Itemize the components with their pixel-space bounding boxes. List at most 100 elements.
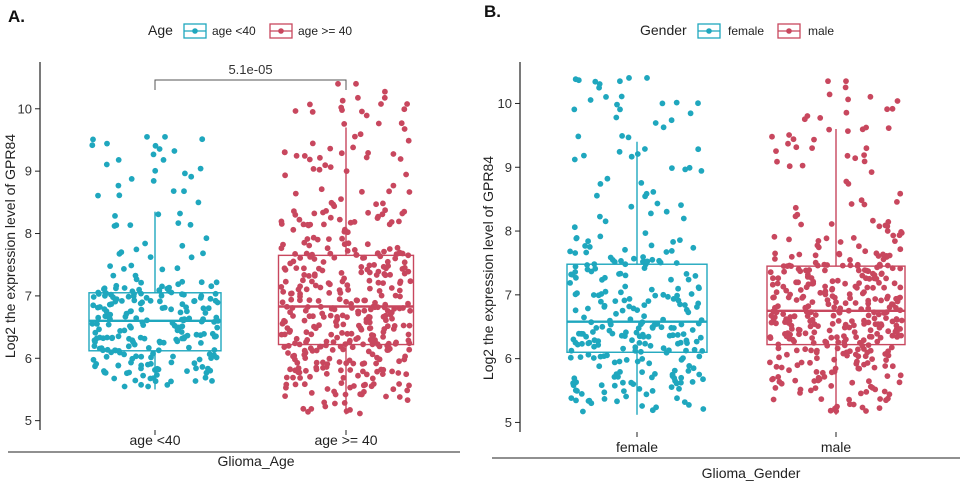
point-1-12: [390, 386, 397, 393]
point-1-368: [894, 98, 901, 104]
point-1-236: [850, 401, 857, 408]
y-tick-label-6: 6: [505, 351, 512, 366]
point-0-247: [633, 329, 640, 336]
point-1-7: [288, 296, 295, 303]
point-1-225: [822, 283, 828, 290]
point-1-275: [297, 255, 304, 261]
point-0-138: [101, 285, 108, 292]
point-0-57: [137, 334, 144, 341]
point-0-262: [669, 165, 675, 172]
point-1-373: [856, 280, 862, 286]
point-1-276: [867, 347, 874, 354]
point-1-340: [897, 190, 904, 197]
y-tick-label-10: 10: [498, 96, 512, 111]
point-0-145: [115, 157, 122, 163]
point-1-316: [355, 308, 361, 315]
point-1-383: [307, 221, 314, 228]
point-1-376: [401, 259, 408, 266]
point-0-45: [690, 244, 697, 251]
point-0-142: [572, 76, 579, 83]
point-1-355: [842, 84, 849, 91]
point-1-285: [307, 373, 313, 380]
point-0-119: [647, 342, 654, 349]
point-1-316: [769, 281, 776, 288]
point-0-82: [620, 379, 626, 386]
point-1-343: [833, 299, 839, 305]
point-0-195: [582, 243, 588, 249]
point-1-299: [375, 279, 382, 286]
point-0-189: [658, 324, 665, 331]
point-1-373: [404, 397, 411, 403]
point-1-253: [327, 312, 334, 319]
point-0-30: [103, 161, 110, 168]
box-1: [277, 254, 415, 346]
point-1-27: [303, 367, 309, 374]
point-0-2: [94, 321, 100, 327]
point-0-210: [675, 297, 682, 304]
y-tick-label-6: 6: [25, 351, 32, 366]
point-1-325: [351, 383, 357, 389]
panel-a-legend: Age age <40 age >= 40: [148, 22, 352, 39]
point-1-268: [863, 389, 870, 395]
point-0-236: [182, 170, 188, 177]
point-1-331: [870, 270, 876, 277]
point-0-166: [625, 134, 632, 141]
point-1-404: [278, 284, 285, 290]
point-0-153: [121, 327, 128, 334]
point-0-182: [628, 153, 635, 160]
point-1-62: [809, 299, 816, 305]
point-0-200: [590, 355, 597, 361]
y-tick-label-9: 9: [25, 164, 32, 179]
point-1-67: [875, 311, 882, 318]
point-0-96: [191, 360, 198, 367]
panel-a-category-labels: age <40 age >= 40: [130, 430, 378, 448]
point-0-94: [121, 383, 128, 390]
point-1-163: [846, 291, 853, 298]
point-1-266: [845, 96, 851, 103]
panel-a: A. Age age <40 age >= 40 5 6 7 8 9 10 age <40…: [2, 7, 460, 469]
point-1-351: [366, 319, 373, 326]
point-1-366: [353, 336, 359, 342]
point-1-250: [381, 326, 388, 332]
point-0-206: [689, 327, 696, 333]
point-1-54: [778, 380, 785, 387]
point-1-246: [861, 321, 867, 327]
point-0-198: [653, 404, 659, 411]
point-1-109: [855, 346, 861, 353]
point-1-253: [792, 204, 799, 211]
point-1-362: [802, 330, 809, 337]
panel-a-y-ticks: 5 6 7 8 9 10: [18, 101, 40, 428]
point-0-277: [572, 250, 579, 256]
point-1-198: [396, 394, 403, 400]
point-1-24: [884, 106, 890, 113]
point-0-78: [575, 133, 582, 140]
y-tick-label-8: 8: [505, 224, 512, 239]
point-0-170: [687, 110, 694, 117]
point-0-133: [626, 296, 633, 302]
point-1-386: [771, 233, 778, 240]
x-tick-label-1: age >= 40: [314, 432, 377, 448]
point-1-385: [881, 388, 888, 395]
point-0-220: [585, 340, 592, 347]
point-1-288: [842, 321, 849, 328]
point-0-167: [115, 333, 122, 340]
point-1-381: [336, 287, 343, 293]
point-0-242: [118, 249, 125, 256]
point-1-300: [817, 115, 824, 121]
point-1-228: [890, 301, 896, 308]
point-0-174: [596, 81, 603, 87]
point-0-19: [585, 305, 591, 312]
point-1-270: [796, 251, 803, 258]
point-0-111: [571, 156, 578, 163]
point-1-84: [348, 330, 355, 337]
point-1-188: [311, 272, 318, 279]
point-0-104: [580, 408, 586, 415]
point-0-151: [164, 382, 171, 388]
point-0-171: [572, 387, 579, 394]
point-1-288: [385, 340, 392, 347]
point-0-112: [682, 302, 688, 308]
point-1-396: [811, 378, 818, 384]
point-0-177: [119, 298, 125, 304]
point-0-196: [673, 99, 680, 106]
point-1-126: [877, 396, 883, 402]
